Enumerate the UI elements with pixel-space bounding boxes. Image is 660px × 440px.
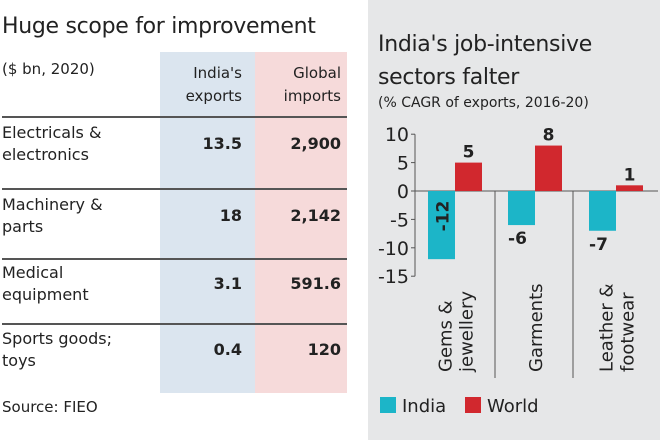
row-label-line: equipment: [2, 285, 89, 304]
header-line: Global: [293, 64, 341, 82]
table-row-label: Electricals & electronics: [2, 122, 101, 166]
table-subtitle: ($ bn, 2020): [2, 60, 95, 78]
y-tick-label: -15: [378, 266, 409, 288]
legend-label: India: [402, 396, 446, 417]
table-row-label: Machinery & parts: [2, 194, 103, 238]
exports-value: 13.5: [202, 134, 242, 153]
row-label-line: Sports goods;: [2, 329, 112, 348]
legend-swatch-india: [380, 397, 396, 413]
y-tick-label: 10: [385, 124, 409, 146]
imports-value: 2,900: [290, 134, 341, 153]
y-tick-label: -10: [378, 238, 409, 260]
category-label: Leather &: [597, 283, 618, 372]
data-label: 8: [543, 126, 555, 146]
data-label: -12: [434, 201, 454, 232]
imports-value: 120: [307, 340, 341, 359]
bar-chart: 10 5 0 -5 -10 -15 -12 5 Gems & jewellery -6 8 Garmen…: [378, 124, 658, 417]
bar-world: [535, 145, 562, 191]
exports-column-bg: [160, 52, 255, 393]
exports-value: 18: [219, 206, 242, 225]
bar-world: [616, 185, 643, 191]
table-title: Huge scope for improvement: [2, 14, 316, 39]
chart-title-line: sectors falter: [378, 65, 520, 90]
category-label: Gems &: [436, 300, 457, 372]
category-label: Garments: [526, 283, 547, 372]
row-label-line: toys: [2, 351, 36, 370]
header-line: imports: [283, 87, 341, 105]
bar-india: [508, 191, 535, 226]
row-label-line: Medical: [2, 263, 64, 282]
data-label: 1: [624, 165, 636, 185]
legend-swatch-world: [465, 397, 481, 413]
header-line: exports: [185, 87, 242, 105]
source-note: Source: FIEO: [2, 398, 98, 416]
table-row-label: Sports goods; toys: [2, 328, 112, 372]
chart-title-line: India's job-intensive: [378, 32, 592, 57]
row-label-line: parts: [2, 217, 44, 236]
exports-value: 3.1: [213, 274, 242, 293]
row-label-line: Electricals &: [2, 123, 102, 142]
row-divider: [2, 116, 347, 118]
chart-panel: India's job-intensive sectors falter (% …: [368, 0, 660, 440]
y-tick-label: -5: [390, 209, 409, 231]
category-label: footwear: [618, 292, 639, 372]
chart-subtitle: (% CAGR of exports, 2016-20): [378, 95, 589, 111]
legend-label: World: [487, 396, 539, 417]
chart-title: India's job-intensive sectors falter: [378, 28, 592, 94]
row-divider: [2, 188, 347, 190]
exports-value: 0.4: [213, 340, 242, 359]
bar-world: [455, 162, 482, 191]
category-label: jewellery: [457, 291, 478, 373]
imports-column-bg: [255, 52, 347, 393]
data-label: -6: [508, 229, 527, 249]
table-row-label: Medical equipment: [2, 262, 89, 306]
row-label-line: electronics: [2, 145, 89, 164]
row-label-line: Machinery &: [2, 195, 103, 214]
data-label: 5: [463, 143, 475, 163]
table-panel: Huge scope for improvement ($ bn, 2020) …: [2, 14, 347, 416]
y-tick-label: 0: [397, 181, 409, 203]
header-imports: Global imports: [255, 62, 341, 108]
imports-value: 2,142: [290, 206, 341, 225]
row-divider: [2, 323, 347, 325]
bar-india: [589, 191, 616, 231]
header-line: India's: [193, 64, 242, 82]
y-tick-label: 5: [397, 153, 409, 175]
header-exports: India's exports: [160, 62, 242, 108]
bar-india: [428, 191, 455, 260]
data-label: -7: [589, 235, 608, 255]
imports-value: 591.6: [290, 274, 341, 293]
row-divider: [2, 258, 347, 260]
